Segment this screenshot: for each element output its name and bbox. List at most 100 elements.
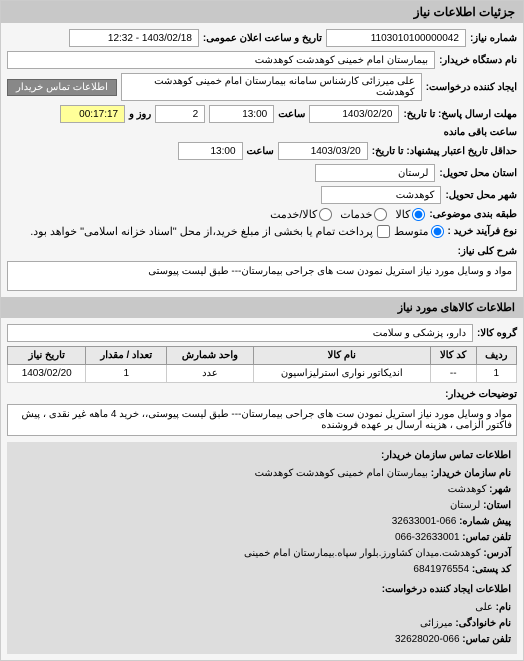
row-buyer-org: نام دستگاه خریدار: بیمارستان امام خمینی … [7, 51, 517, 69]
days-field: 2 [155, 105, 205, 123]
radio-mid-input[interactable] [431, 225, 444, 238]
deadline-time-field: 13:00 [209, 105, 274, 123]
table-row: 1 -- اندیکاتور نواری استرلیزاسیون عدد 1 … [8, 365, 517, 383]
province-field: لرستان [315, 164, 435, 182]
cell-date: 1403/02/20 [8, 365, 86, 383]
category-label: طبقه بندی موضوعی: [429, 209, 517, 220]
radio-mid-label: متوسط [394, 225, 429, 238]
goods-section-header: اطلاعات کالاهای مورد نیاز [1, 297, 523, 318]
radio-both[interactable]: کالا/خدمت [270, 208, 332, 221]
contact-org-label: نام سازمان خریدار: [431, 468, 511, 479]
radio-services-input[interactable] [374, 208, 387, 221]
col-row: ردیف [476, 347, 516, 365]
col-qty: تعداد / مقدار [86, 347, 167, 365]
cell-code: -- [430, 365, 476, 383]
cell-qty: 1 [86, 365, 167, 383]
requester-label: ایجاد کننده درخواست: [426, 82, 517, 93]
radio-services-label: خدمات [340, 208, 372, 221]
contact-prefix-label: پیش شماره: [459, 516, 511, 527]
buyer-contact-button[interactable]: اطلاعات تماس خریدار [7, 79, 117, 96]
creator-family-line: نام خانوادگی: میرزائی [13, 616, 511, 632]
purchase-note: پرداخت تمام یا بخشی از مبلغ خرید،از محل … [30, 225, 373, 238]
row-city: شهر محل تحویل: کوهدشت [7, 186, 517, 204]
goods-table: ردیف کد کالا نام کالا واحد شمارش تعداد /… [7, 346, 517, 383]
row-province: استان محل تحویل: لرستان [7, 164, 517, 182]
remain-time-field: 00:17:17 [60, 105, 125, 123]
cell-name: اندیکاتور نواری استرلیزاسیون [253, 365, 430, 383]
creator-tel-line: تلفن تماس: 066-32628020 [13, 632, 511, 648]
req-no-label: شماره نیاز: [470, 33, 517, 44]
category-radio-group: کالا خدمات کالا/خدمت [270, 208, 425, 221]
public-datetime-field: 1403/02/18 - 12:32 [69, 29, 199, 47]
contact-city-label: شهر: [489, 484, 511, 495]
deadline-label: مهلت ارسال پاسخ: تا تاریخ: [403, 109, 517, 120]
contact-postal-label: کد پستی: [472, 564, 511, 575]
radio-services[interactable]: خدمات [340, 208, 387, 221]
deadline-time-label: ساعت [278, 109, 305, 120]
radio-both-input[interactable] [319, 208, 332, 221]
city-label: شهر محل تحویل: [445, 190, 517, 201]
buyer-org-label: نام دستگاه خریدار: [439, 55, 517, 66]
creator-name-label: نام: [496, 602, 511, 613]
contact-prefix-line: پیش شماره: 066-32633001 [13, 514, 511, 530]
contact-address-line: آدرس: کوهدشت.میدان کشاورز.بلوار سپاه.بیم… [13, 546, 511, 562]
contact-address-label: آدرس: [483, 548, 511, 559]
radio-goods[interactable]: کالا [395, 208, 425, 221]
details-panel: جزئیات اطلاعات نیاز شماره نیاز: 11030101… [0, 0, 524, 661]
contact-org: بیمارستان امام خمینی کوهدشت کوهدشت [255, 468, 428, 479]
col-date: تاریخ نیاز [8, 347, 86, 365]
creator-name-line: نام: علی [13, 600, 511, 616]
row-valid-until: حداقل تاریخ اعتبار پیشنهاد: تا تاریخ: 14… [7, 142, 517, 160]
remain-suffix: ساعت باقی مانده [444, 127, 517, 138]
province-label: استان محل تحویل: [439, 168, 517, 179]
city-field: کوهدشت [321, 186, 441, 204]
contact-phone: 32633001-066 [395, 532, 460, 543]
days-label: روز و [129, 109, 151, 120]
requester-field: علی میرزائی کارشناس سامانه بیمارستان اما… [121, 73, 422, 101]
creator-tel-label: تلفن تماس: [462, 634, 511, 645]
creator-family-label: نام خانوادگی: [455, 618, 511, 629]
deadline-date-field: 1403/02/20 [309, 105, 399, 123]
cell-unit: عدد [167, 365, 254, 383]
creator-name: علی [475, 602, 493, 613]
desc-label: شرح کلی نیاز: [458, 246, 517, 257]
contact-prefix: 066-32633001 [392, 516, 457, 527]
table-header-row: ردیف کد کالا نام کالا واحد شمارش تعداد /… [8, 347, 517, 365]
buyer-org-field: بیمارستان امام خمینی کوهدشت کوهدشت [7, 51, 435, 69]
row-buyer-note: توضیحات خریدار: مواد و وسایل مورد نیاز ا… [7, 389, 517, 436]
radio-mid[interactable]: متوسط [394, 225, 444, 238]
contact-city-line: شهر: کوهدشت [13, 482, 511, 498]
valid-time-label: ساعت [247, 146, 274, 157]
goods-group-label: گروه کالا: [477, 328, 517, 339]
treasury-checkbox[interactable] [377, 225, 390, 238]
buyer-note-field: مواد و وسایل مورد نیاز استریل نمودن ست ه… [7, 404, 517, 436]
row-requester: ایجاد کننده درخواست: علی میرزائی کارشناس… [7, 73, 517, 101]
desc-field: مواد و وسایل مورد نیاز استریل نمودن ست ه… [7, 261, 517, 291]
contact-phone-line: تلفن تماس: 32633001-066 [13, 530, 511, 546]
purchase-type-label: نوع فرآیند خرید : [448, 226, 517, 237]
goods-group-field: دارو، پزشکی و سلامت [7, 324, 473, 342]
contact-header: اطلاعات تماس سازمان خریدار: [13, 448, 511, 464]
cell-row: 1 [476, 365, 516, 383]
radio-goods-input[interactable] [412, 208, 425, 221]
creator-family: میرزائی [420, 618, 453, 629]
contact-address: کوهدشت.میدان کشاورز.بلوار سپاه.بیمارستان… [244, 548, 481, 559]
valid-time-field: 13:00 [178, 142, 243, 160]
contact-block: اطلاعات تماس سازمان خریدار: نام سازمان خ… [7, 442, 517, 654]
valid-date-field: 1403/03/20 [278, 142, 368, 160]
col-code: کد کالا [430, 347, 476, 365]
row-purchase-type: نوع فرآیند خرید : متوسط پرداخت تمام یا ب… [7, 225, 517, 238]
col-unit: واحد شمارش [167, 347, 254, 365]
creator-header: اطلاعات ایجاد کننده درخواست: [13, 582, 511, 598]
panel-body: شماره نیاز: 1103010100000042 تاریخ و ساع… [1, 23, 523, 660]
panel-title: جزئیات اطلاعات نیاز [1, 1, 523, 23]
contact-province-line: استان: لرستان [13, 498, 511, 514]
contact-phone-label: تلفن تماس: [462, 532, 511, 543]
buyer-note-label: توضیحات خریدار: [445, 389, 517, 400]
row-deadline: مهلت ارسال پاسخ: تا تاریخ: 1403/02/20 سا… [7, 105, 517, 138]
valid-until-label: حداقل تاریخ اعتبار پیشنهاد: تا تاریخ: [372, 146, 517, 157]
contact-city: کوهدشت [448, 484, 487, 495]
contact-province: لرستان [450, 500, 480, 511]
row-req-no: شماره نیاز: 1103010100000042 تاریخ و ساع… [7, 29, 517, 47]
contact-province-label: استان: [483, 500, 511, 511]
